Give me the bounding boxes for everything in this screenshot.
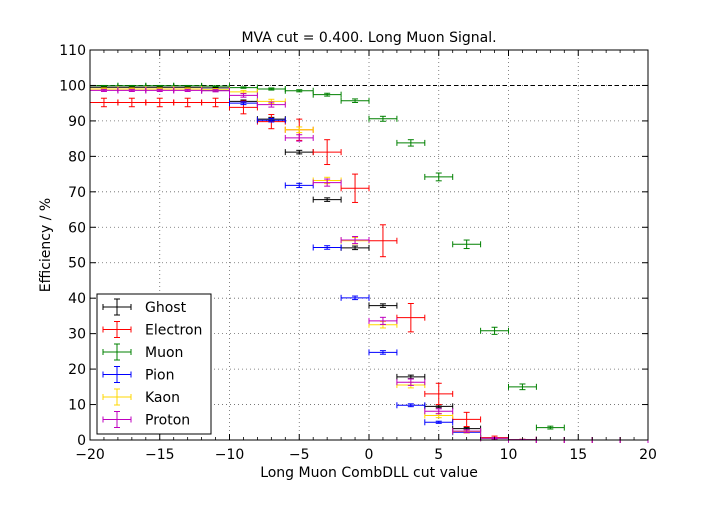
data-point — [229, 84, 258, 91]
data-point — [284, 126, 314, 134]
legend-item-pion: Pion — [102, 366, 174, 384]
data-point — [284, 182, 314, 189]
data-point — [256, 117, 286, 124]
y-tick-label: 100 — [59, 78, 86, 94]
legend-label: Proton — [145, 413, 190, 429]
data-point — [424, 419, 454, 426]
x-tick-label: 15 — [569, 447, 587, 463]
data-point — [424, 382, 454, 406]
x-tick-label: −10 — [215, 447, 245, 463]
x-axis-label: Long Muon CombDLL cut value — [260, 465, 478, 481]
data-point — [145, 87, 175, 94]
x-tick-label: 0 — [365, 447, 374, 463]
legend-item-electron: Electron — [102, 321, 202, 339]
y-tick-label: 20 — [68, 362, 86, 378]
data-point — [256, 101, 286, 108]
y-tick-label: 10 — [68, 398, 86, 414]
data-point — [424, 172, 454, 182]
y-tick-label: 40 — [68, 291, 86, 307]
data-point — [368, 302, 398, 309]
data-point — [229, 92, 258, 99]
data-point — [396, 373, 426, 380]
x-tick-label: −20 — [75, 447, 105, 463]
chart-title: MVA cut = 0.400. Long Muon Signal. — [241, 30, 496, 46]
data-point — [396, 378, 426, 386]
data-point — [452, 239, 482, 250]
legend-item-ghost: Ghost — [102, 298, 187, 316]
data-point — [396, 402, 426, 409]
x-tick-label: 10 — [500, 447, 518, 463]
legend-label: Kaon — [145, 390, 180, 406]
ticks: −20 −15 −10 −5 0 5 10 15 20 0 10 20 30 40 50 60 70 80 90 10… — [59, 43, 657, 463]
y-tick-label: 0 — [77, 433, 86, 449]
data-point — [340, 97, 370, 104]
data-point — [535, 424, 565, 431]
x-tick-label: −5 — [289, 447, 310, 463]
x-tick-label: 20 — [639, 447, 657, 463]
legend-label: Electron — [145, 323, 202, 339]
legend-box — [96, 293, 212, 435]
legend-item-proton: Proton — [102, 411, 190, 429]
data-point — [368, 115, 398, 122]
y-tick-label: 60 — [68, 220, 86, 236]
y-tick-label: 110 — [59, 43, 86, 59]
data-point — [284, 134, 314, 142]
data-point — [508, 383, 537, 391]
data-point — [340, 173, 370, 203]
data-point — [368, 349, 398, 356]
x-tick-label: −15 — [145, 447, 175, 463]
data-point — [452, 428, 482, 435]
data-point — [480, 326, 509, 335]
data-point — [312, 196, 342, 203]
y-tick-label: 50 — [68, 256, 86, 272]
data-point — [368, 316, 398, 325]
legend-label: Ghost — [145, 300, 187, 316]
data-point — [312, 244, 342, 251]
data-point — [396, 139, 426, 147]
y-tick-label: 90 — [68, 114, 86, 130]
legend-label: Muon — [145, 345, 183, 361]
legend-item-kaon: Kaon — [102, 388, 180, 406]
y-axis-label: Efficiency / % — [38, 198, 54, 292]
y-tick-label: 80 — [68, 149, 86, 165]
data-point — [340, 294, 370, 301]
data-point — [424, 408, 454, 415]
y-tick-label: 30 — [68, 327, 86, 343]
legend-label: Pion — [145, 368, 174, 384]
legend: Ghost Electron Muon Pion Kaon Proton — [96, 293, 212, 435]
data-point — [312, 178, 342, 187]
data-point — [340, 235, 370, 245]
data-point — [201, 87, 230, 94]
data-point — [312, 91, 342, 98]
data-point — [201, 83, 230, 90]
data-point — [312, 139, 342, 166]
legend-item-muon: Muon — [102, 343, 183, 361]
y-tick-label: 70 — [68, 185, 86, 201]
x-tick-label: 5 — [434, 447, 443, 463]
